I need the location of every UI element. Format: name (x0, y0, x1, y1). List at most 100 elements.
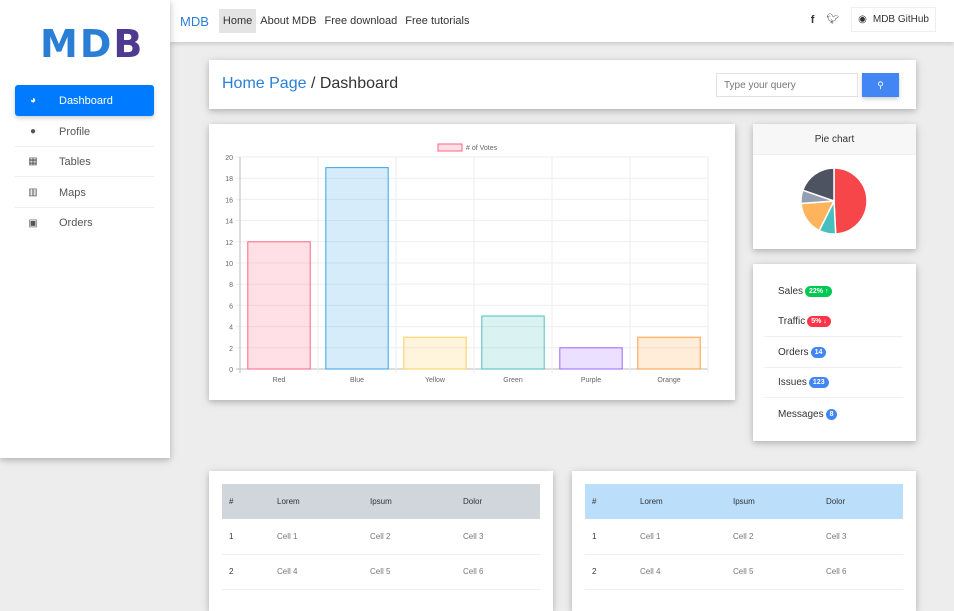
list-item-traffic[interactable]: Traffic 5% ↓ (764, 307, 903, 337)
list-item-label: Sales (778, 285, 804, 297)
list-item-label: Issues (778, 377, 807, 388)
breadcrumb-separator: / (306, 75, 320, 92)
data-table-2: # Lorem Ipsum Dolor 1 Cell 1 Cell 2 Cell 3 2 Ce… (585, 484, 903, 590)
table-cell: Cell 3 (456, 519, 540, 555)
table-card-2: # Lorem Ipsum Dolor 1 Cell 1 Cell 2 Cell 3 2 Ce… (572, 471, 916, 611)
map-icon: ▥ (28, 187, 38, 198)
list-item-label: Orders (778, 347, 809, 358)
bar-yellow (403, 336, 467, 370)
table-cell: Cell 5 (363, 554, 456, 590)
pie-chart-icon: ◕ (29, 95, 37, 106)
sidebar-item-profile[interactable]: ● Profile (15, 117, 154, 147)
list-item-sales[interactable]: Sales 22% ↑ (764, 276, 903, 306)
list-item-messages[interactable]: Messages 8 (764, 399, 903, 429)
table-row: 2 Cell 4 Cell 5 Cell 6 (222, 554, 540, 590)
y-tick-label: 6 (229, 303, 233, 310)
table-header: # Lorem Ipsum Dolor (222, 484, 540, 519)
list-item-orders[interactable]: Orders 14 (764, 338, 903, 368)
pie-slice (833, 167, 868, 235)
table-cell: 2 (222, 554, 270, 590)
bar-chart-card: 0 2 4 6 8 10 12 14 16 18 20 Red Blue Yellow Green Purpl… (209, 124, 735, 400)
table-cell: Cell 2 (726, 519, 819, 555)
search-icon: ⚲ (877, 79, 884, 90)
github-icon: ◉ (858, 14, 867, 25)
issues-badge: 123 (808, 377, 829, 388)
sidebar: MDB ◕ Dashboard ● Profile ▦ Tables ▥ Maps ▣ O… (0, 0, 170, 458)
table-cell: 1 (222, 519, 270, 555)
pie-chart-title: Pie chart (753, 124, 916, 155)
y-tick-label: 20 (225, 155, 233, 162)
navbar: MDB Home About MDB Free download Free tu… (170, 0, 954, 42)
facebook-icon[interactable]: f (810, 13, 815, 26)
breadcrumb-current: Dashboard (319, 75, 399, 92)
y-tick-label: 16 (225, 197, 233, 204)
github-button[interactable]: ◉ MDB GitHub (851, 7, 936, 32)
nav-free-tutorials[interactable]: Free tutorials (405, 15, 470, 27)
traffic-badge: 5% ↓ (807, 316, 831, 327)
y-tick-label: 14 (225, 219, 233, 226)
column-header: Dolor (463, 497, 483, 506)
list-item-label: Messages (778, 408, 824, 420)
breadcrumb: Home Page / Dashboard (222, 75, 398, 93)
table-cell: Cell 1 (270, 519, 363, 555)
y-tick-label: 4 (229, 325, 233, 332)
twitter-icon[interactable]: 🐦︎ (826, 14, 840, 25)
breadcrumb-home[interactable]: Home Page (222, 75, 307, 92)
list-item-issues[interactable]: Issues 123 (764, 368, 903, 398)
github-label: MDB GitHub (872, 14, 929, 25)
search-button[interactable]: ⚲ (862, 73, 899, 97)
column-header: Lorem (277, 497, 300, 506)
orders-badge: 14 (810, 347, 827, 358)
y-tick-label: 2 (229, 346, 233, 353)
search-input[interactable] (716, 73, 858, 97)
table-cell: Cell 2 (363, 519, 456, 555)
x-tick-label: Green (503, 377, 523, 384)
x-tick-label: Red (273, 377, 286, 384)
table-cell: Cell 4 (633, 554, 726, 590)
user-icon: ● (29, 126, 37, 137)
nav-home[interactable]: Home (218, 9, 257, 33)
sidebar-item-label: Tables (59, 155, 91, 168)
sidebar-item-orders[interactable]: ▣ Orders (15, 208, 154, 238)
bar-chart: 0 2 4 6 8 10 12 14 16 18 20 Red Blue Yellow Green Purpl… (225, 143, 709, 384)
column-header: Dolor (826, 497, 846, 506)
messages-badge: 8 (825, 408, 838, 420)
sidebar-item-tables[interactable]: ▦ Tables (15, 147, 154, 177)
nav-about[interactable]: About MDB (260, 15, 317, 27)
y-tick-label: 10 (225, 261, 233, 268)
bar-green (481, 315, 545, 370)
x-tick-label: Blue (350, 377, 364, 384)
data-table-1: # Lorem Ipsum Dolor 1 Cell 1 Cell 2 Cell 3 2 Ce… (222, 484, 540, 590)
column-header: Ipsum (370, 497, 392, 506)
bar-purple (559, 347, 623, 370)
table-row: 1 Cell 1 Cell 2 Cell 3 (222, 519, 540, 555)
mdb-logo[interactable]: MDB (40, 22, 145, 66)
navbar-brand[interactable]: MDB (180, 13, 209, 29)
list-item-label: Traffic (778, 316, 806, 327)
table-cell: 2 (585, 554, 633, 590)
bar-blue (325, 167, 389, 370)
x-tick-label: Orange (657, 377, 680, 384)
column-header: Ipsum (733, 497, 755, 506)
sidebar-item-label: Maps (59, 186, 86, 199)
y-tick-label: 0 (229, 367, 233, 374)
sidebar-item-label: Profile (59, 125, 91, 138)
table-row: 2 Cell 4 Cell 5 Cell 6 (585, 554, 903, 590)
table-icon: ▦ (28, 156, 38, 167)
table-cell: Cell 3 (819, 519, 903, 555)
nav-free-download[interactable]: Free download (324, 15, 398, 27)
table-cell: Cell 5 (726, 554, 819, 590)
column-header: # (592, 497, 597, 506)
table-cell: Cell 6 (819, 554, 903, 590)
sidebar-item-maps[interactable]: ▥ Maps (15, 178, 154, 208)
breadcrumb-card: Home Page / Dashboard ⚲ (209, 60, 916, 109)
x-tick-label: Purple (581, 377, 601, 384)
sidebar-item-dashboard[interactable]: ◕ Dashboard (15, 85, 154, 116)
pie-chart-card: Pie chart (753, 124, 916, 249)
column-header: # (229, 497, 234, 506)
x-tick-label: Yellow (425, 377, 446, 384)
table-row: 1 Cell 1 Cell 2 Cell 3 (585, 519, 903, 555)
pie-slice (801, 167, 835, 203)
money-icon: ▣ (28, 217, 38, 229)
column-header: Lorem (640, 497, 663, 506)
